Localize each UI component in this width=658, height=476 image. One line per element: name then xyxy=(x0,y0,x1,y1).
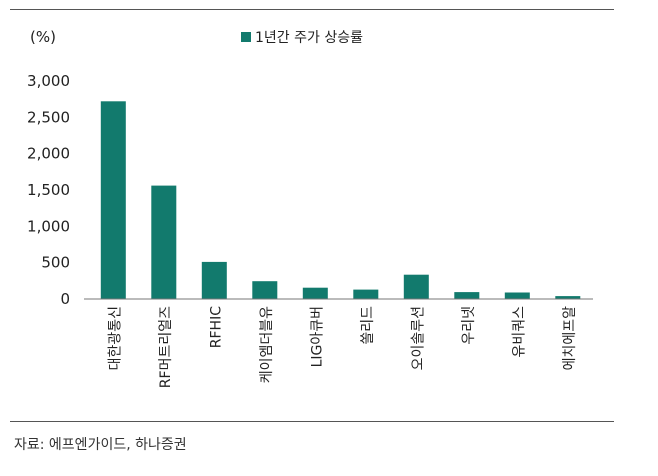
y-unit-label: (%) xyxy=(30,28,56,46)
y-tick-label: 1,500 xyxy=(27,181,70,199)
bar xyxy=(201,261,227,299)
bar xyxy=(504,292,530,299)
x-tick-label: LIG아큐버 xyxy=(309,306,325,367)
x-tick-label: 케이엠더블유 xyxy=(259,306,275,383)
bar xyxy=(151,185,177,299)
bar xyxy=(454,292,480,299)
source-note: 자료: 에프엔가이드, 하나증권 xyxy=(14,437,187,453)
x-tick-label: 쏠리드 xyxy=(360,306,376,345)
x-tick-label: 오이솔루션 xyxy=(410,306,426,370)
top-rule xyxy=(10,9,614,10)
bar xyxy=(353,289,379,299)
x-tick-label: 대한광통신 xyxy=(107,306,123,370)
y-tick-label: 2,000 xyxy=(27,145,70,163)
x-axis-labels: 대한광통신 RF머트리얼즈 RFHIC 케이엠더블유 LIG아큐버 쏠리드 오이솔루션 우리넷… xyxy=(107,306,578,388)
legend: 1년간 주가 상승률 xyxy=(241,30,363,46)
bar xyxy=(302,287,328,299)
y-tick-label: 0 xyxy=(60,290,70,308)
bottom-rule xyxy=(10,421,614,422)
bars xyxy=(100,101,581,299)
x-tick-label: 에치에프알 xyxy=(562,306,578,371)
x-tick-label: 우리넷 xyxy=(461,306,477,345)
x-tick-label: RF머트리얼즈 xyxy=(158,306,174,388)
x-tick-label: RFHIC xyxy=(208,306,224,348)
y-axis: 0 500 1,000 1,500 2,000 2,500 3,000 xyxy=(27,72,70,308)
y-tick-label: 1,000 xyxy=(27,217,70,235)
bar xyxy=(403,274,429,299)
bar xyxy=(100,101,126,299)
legend-label: 1년간 주가 상승률 xyxy=(255,30,363,46)
legend-swatch xyxy=(241,32,251,42)
bar xyxy=(555,296,581,299)
y-tick-label: 500 xyxy=(41,254,70,272)
x-tick-label: 유비쿼스 xyxy=(511,306,527,358)
y-tick-label: 3,000 xyxy=(27,72,70,90)
y-tick-label: 2,500 xyxy=(27,108,70,126)
bar xyxy=(252,281,278,299)
